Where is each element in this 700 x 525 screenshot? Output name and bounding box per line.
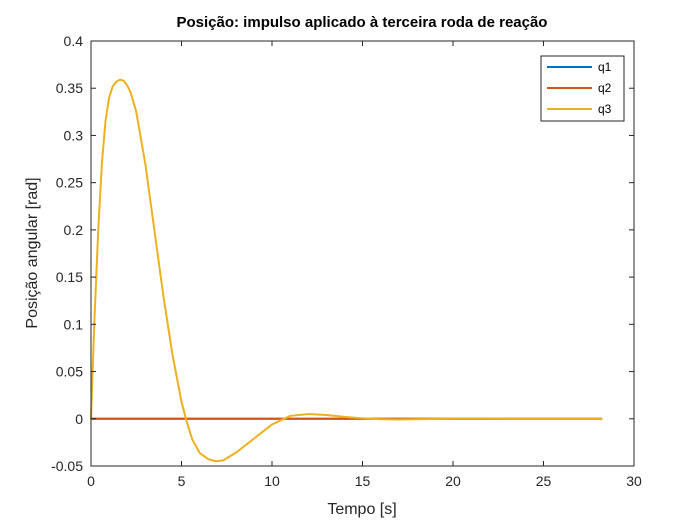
y-tick-label: 0.25: [56, 175, 83, 191]
x-tick-label: 20: [445, 473, 461, 489]
legend-label-q2: q2: [598, 81, 612, 95]
y-tick-label: 0.1: [64, 316, 84, 332]
y-tick-label: 0.05: [56, 364, 83, 380]
x-axis-label: Tempo [s]: [327, 501, 396, 518]
x-tick-label: 25: [536, 473, 552, 489]
x-tick-label: 30: [626, 473, 642, 489]
y-tick-label: 0.3: [64, 127, 84, 143]
y-tick-label: 0.15: [56, 269, 83, 285]
legend-label-q1: q1: [598, 60, 612, 74]
legend-label-q3: q3: [598, 102, 612, 116]
series-line-q3: [90, 78, 603, 463]
ticks-layer: 0 5 10 15 20 25 30-0.0500.050.10.150.20.250.30…: [51, 33, 642, 489]
x-tick-label: 10: [264, 473, 280, 489]
x-tick-label: 5: [178, 473, 186, 489]
x-tick-label: 15: [355, 473, 371, 489]
y-tick-label: 0.2: [64, 222, 84, 238]
y-axis-label: Posição angular [rad]: [24, 177, 41, 328]
y-tick-label: -0.05: [51, 458, 83, 474]
y-tick-label: 0.4: [64, 33, 84, 49]
series-layer: [90, 78, 603, 463]
legend: q1 q2 q3: [540, 55, 625, 122]
y-tick-label: 0: [75, 411, 83, 427]
y-tick-label: 0.35: [56, 80, 83, 96]
x-tick-label: 0: [87, 473, 95, 489]
chart-title: Posição: impulso aplicado à terceira rod…: [177, 14, 548, 31]
